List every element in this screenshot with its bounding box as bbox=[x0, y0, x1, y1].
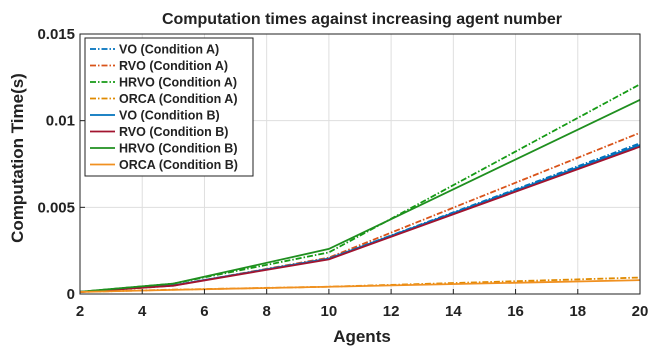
y-tick-label: 0.015 bbox=[37, 26, 75, 43]
legend-entry: RVO (Condition B) bbox=[119, 125, 228, 139]
x-tick-label: 6 bbox=[200, 303, 208, 320]
legend-entry: RVO (Condition A) bbox=[119, 59, 228, 73]
legend: VO (Condition A) RVO (Condition A) HRVO (C… bbox=[84, 37, 254, 177]
series-line bbox=[79, 99, 641, 293]
chart-title: Computation times against increasing age… bbox=[162, 11, 562, 28]
series-line bbox=[79, 145, 641, 293]
x-tick-label: 4 bbox=[138, 303, 147, 320]
legend-box bbox=[84, 37, 254, 177]
x-tick-label: 2 bbox=[76, 303, 84, 320]
x-tick-label: 12 bbox=[383, 303, 400, 320]
legend-entry: ORCA (Condition A) bbox=[119, 92, 238, 106]
y-axis-label: Computation Time(s) bbox=[8, 73, 27, 243]
x-axis-label: Agents bbox=[333, 327, 391, 346]
plot-frame bbox=[79, 33, 641, 295]
legend-entry: VO (Condition A) bbox=[119, 43, 219, 57]
x-tick-label: 20 bbox=[632, 303, 649, 320]
y-axis-ticks: 0 0.005 0.01 0.015 bbox=[37, 26, 85, 303]
x-tick-label: 18 bbox=[569, 303, 586, 320]
y-tick-label: 0.005 bbox=[37, 199, 75, 216]
x-axis-ticks: 2 4 6 8 10 12 14 16 18 20 bbox=[76, 289, 649, 320]
y-tick-label: 0 bbox=[67, 286, 75, 303]
legend-entry: VO (Condition B) bbox=[119, 109, 220, 123]
x-tick-label: 14 bbox=[445, 303, 462, 320]
y-tick-label: 0.01 bbox=[46, 113, 75, 130]
series-line bbox=[79, 279, 641, 293]
legend-entry: ORCA (Condition B) bbox=[119, 158, 238, 172]
legend-entry: HRVO (Condition B) bbox=[119, 142, 238, 156]
x-tick-label: 10 bbox=[321, 303, 338, 320]
legend-entry: HRVO (Condition A) bbox=[119, 76, 237, 90]
x-tick-label: 16 bbox=[507, 303, 524, 320]
series-lines bbox=[79, 83, 641, 293]
x-tick-label: 8 bbox=[262, 303, 270, 320]
